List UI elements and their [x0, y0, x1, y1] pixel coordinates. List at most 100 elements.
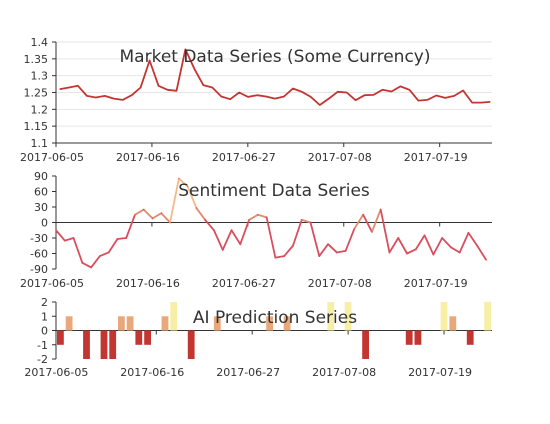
y-tick-label: 1.3 — [31, 70, 49, 83]
data-point — [149, 59, 151, 62]
data-point — [301, 91, 303, 93]
prediction-bar — [65, 316, 73, 331]
data-point — [337, 91, 339, 93]
data-point — [160, 212, 162, 214]
sentiment-line-segment — [414, 234, 426, 251]
data-point — [211, 86, 213, 89]
data-point — [131, 94, 133, 96]
sentiment-line-segment — [423, 234, 435, 256]
data-point — [239, 243, 241, 245]
sentiment-line-segment — [239, 219, 250, 246]
sentiment-line-segment — [177, 177, 189, 188]
data-point — [471, 102, 473, 104]
prediction-bar — [466, 330, 474, 345]
y-tick-label: 1.2 — [31, 103, 49, 116]
data-point — [353, 228, 355, 230]
data-point — [318, 255, 320, 257]
sentiment-line-segment — [125, 213, 136, 239]
prediction-bar — [449, 316, 457, 331]
data-point — [390, 90, 393, 93]
data-point — [444, 97, 446, 99]
sentiment-line-segment — [432, 237, 444, 256]
data-point — [266, 216, 268, 218]
data-point — [151, 217, 154, 219]
panel-title: Market Data Series (Some Currency) — [120, 47, 431, 67]
prediction-bar — [100, 330, 108, 359]
data-point — [328, 98, 330, 100]
data-point — [408, 89, 410, 91]
data-point — [283, 95, 285, 98]
data-point — [467, 232, 469, 234]
sentiment-line-segment — [274, 255, 286, 259]
data-point — [441, 237, 443, 239]
sentiment-line-segment — [169, 177, 180, 224]
sentiment-line-segment — [379, 208, 391, 254]
y-tick-label: -60 — [30, 248, 48, 261]
sentiment-line-segment — [142, 208, 154, 220]
data-point — [397, 237, 399, 239]
data-point — [113, 98, 115, 100]
sentiment-line-segment — [388, 237, 400, 254]
x-tick-label: 2017-06-27 — [212, 277, 276, 290]
data-point — [292, 245, 294, 247]
data-point — [380, 209, 382, 211]
sentiment-line-segment — [371, 208, 382, 233]
data-point — [230, 229, 233, 231]
x-tick-label: 2017-06-16 — [116, 151, 180, 164]
y-tick-label: 1.1 — [31, 137, 49, 150]
sentiment-line-segment — [248, 213, 259, 221]
data-point — [247, 96, 249, 98]
data-point — [388, 251, 391, 254]
data-point — [195, 207, 197, 209]
sentiment-line-segment — [362, 213, 373, 233]
sentiment-line-segment — [186, 185, 198, 209]
data-point — [480, 102, 482, 104]
y-tick-label: 0 — [41, 325, 48, 338]
sentiment-line-segment — [72, 237, 84, 264]
data-point — [292, 87, 294, 90]
x-tick-label: 2017-07-08 — [312, 366, 376, 379]
data-point — [256, 94, 258, 96]
sentiment-line-segment — [292, 219, 303, 247]
data-point — [406, 252, 408, 255]
data-point — [336, 251, 338, 254]
prediction-bar — [283, 316, 291, 331]
data-point — [346, 91, 348, 94]
sentiment-line-segment — [204, 219, 215, 232]
prediction-bar — [484, 302, 491, 331]
sentiment-line-segment — [90, 255, 101, 269]
sentiment-line-segment — [98, 251, 110, 257]
data-point — [68, 86, 70, 89]
y-tick-label: 1.35 — [24, 53, 49, 66]
data-point — [415, 248, 417, 250]
x-tick-label: 2017-07-08 — [308, 151, 372, 164]
sentiment-line-segment — [151, 212, 163, 220]
y-tick-label: 2 — [41, 296, 48, 309]
sentiment-line-segment — [256, 213, 268, 219]
data-point — [381, 89, 384, 91]
data-point — [248, 219, 250, 221]
data-point — [90, 266, 92, 268]
chart-panel-2: -90 -60 -30 0 30 60 90 2017-06-05 2017-06-16 2017… — [20, 170, 492, 290]
y-tick-label: 1.15 — [24, 120, 49, 133]
prediction-bar — [405, 330, 413, 345]
prediction-bar — [126, 316, 134, 331]
data-point — [432, 253, 434, 256]
data-point — [371, 231, 373, 233]
data-point — [213, 229, 215, 231]
sentiment-line-segment — [397, 237, 408, 255]
sentiment-line-segment — [449, 246, 461, 254]
data-point — [283, 255, 285, 257]
data-point — [450, 246, 452, 248]
prediction-bar — [187, 330, 195, 359]
data-point — [462, 89, 464, 92]
data-point — [166, 89, 169, 91]
data-point — [73, 237, 75, 239]
sentiment-line-segment — [406, 248, 417, 255]
data-point — [274, 98, 276, 100]
sentiment-line-segment — [344, 227, 356, 252]
data-point — [372, 94, 375, 96]
prediction-bar — [118, 316, 125, 331]
data-point — [309, 221, 312, 224]
sentiment-line-segment — [458, 231, 470, 254]
